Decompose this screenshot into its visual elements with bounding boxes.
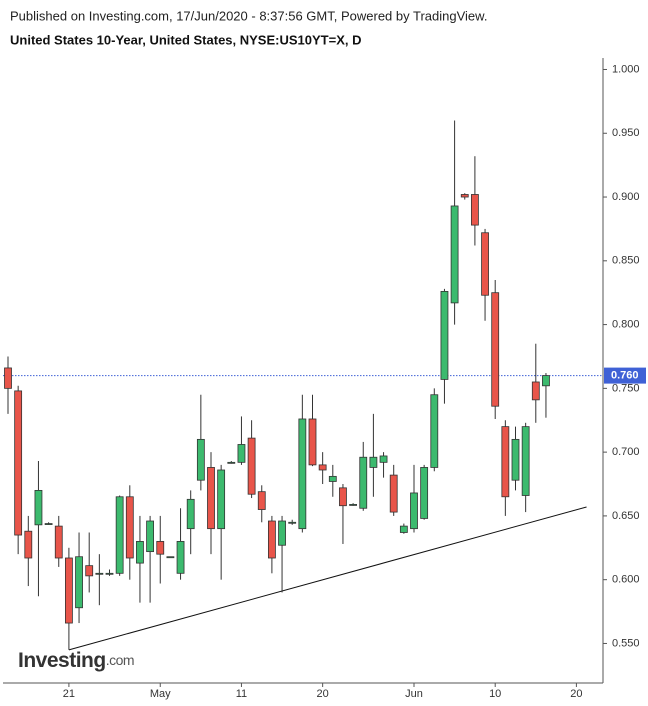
candle-body bbox=[207, 467, 215, 530]
candle-body bbox=[349, 504, 358, 506]
candle-body bbox=[125, 496, 134, 559]
candle-body bbox=[460, 194, 469, 198]
published-note: Published on Investing.com, 17/Jun/2020 … bbox=[10, 8, 487, 23]
candle-body bbox=[217, 469, 226, 530]
candle-body bbox=[237, 444, 246, 463]
candle-body bbox=[227, 461, 236, 464]
candle-body bbox=[14, 390, 23, 536]
candle-body bbox=[146, 520, 155, 553]
candle-body bbox=[531, 381, 540, 401]
candle-body bbox=[65, 557, 73, 624]
y-tick-label: 0.750 bbox=[612, 382, 640, 394]
candle-body bbox=[379, 455, 388, 463]
x-tick-label: 20 bbox=[570, 688, 582, 700]
candle-body bbox=[267, 520, 276, 559]
x-tick-label: Jun bbox=[405, 688, 423, 700]
candle-body bbox=[176, 541, 185, 574]
candle-body bbox=[420, 467, 429, 519]
candle-body bbox=[389, 474, 398, 513]
candle-body bbox=[542, 375, 550, 387]
candle-body bbox=[410, 492, 418, 530]
logo-name: Investing bbox=[18, 649, 106, 672]
x-tick-label: 10 bbox=[489, 688, 501, 700]
trendline bbox=[68, 506, 587, 651]
candle-body bbox=[359, 456, 368, 509]
candle-body bbox=[95, 572, 104, 575]
candle-body bbox=[75, 556, 83, 609]
candle-body bbox=[156, 541, 165, 555]
candle-body bbox=[399, 525, 408, 533]
y-tick-label: 0.600 bbox=[612, 574, 640, 586]
candle-body bbox=[339, 487, 347, 507]
y-tick-label: 0.950 bbox=[612, 127, 640, 139]
candle-body bbox=[34, 489, 43, 526]
last-price-box bbox=[604, 367, 646, 384]
y-tick-label: 0.650 bbox=[612, 510, 640, 522]
x-tick-label: 21 bbox=[63, 688, 75, 700]
candle-body bbox=[328, 475, 337, 482]
candle-body bbox=[278, 520, 286, 546]
x-tick-label: May bbox=[150, 688, 171, 700]
candle-body bbox=[24, 530, 33, 559]
logo: Investing.com bbox=[18, 649, 134, 672]
y-tick-label: 1.000 bbox=[612, 63, 640, 75]
chart-title: United States 10-Year, United States, NY… bbox=[10, 32, 361, 47]
y-tick-label: 0.800 bbox=[612, 318, 640, 330]
last-price-label: 0.760 bbox=[611, 370, 639, 382]
candle-body bbox=[186, 498, 195, 530]
y-tick-label: 0.700 bbox=[612, 446, 640, 458]
candle-body bbox=[481, 232, 489, 296]
candle-body bbox=[85, 565, 94, 577]
candle-body bbox=[257, 491, 266, 510]
candle-body bbox=[136, 541, 144, 564]
candle-body bbox=[501, 426, 510, 498]
candle-body bbox=[430, 394, 439, 468]
candle-body bbox=[308, 418, 317, 466]
candle-body bbox=[4, 367, 12, 389]
candle-body bbox=[54, 525, 63, 559]
candle-body bbox=[105, 572, 114, 575]
candle-body bbox=[44, 523, 53, 525]
x-tick-label: 11 bbox=[236, 688, 247, 700]
y-tick-label: 0.850 bbox=[612, 255, 640, 267]
candle-body bbox=[115, 496, 124, 574]
candle-body bbox=[470, 194, 479, 226]
candle-body bbox=[247, 437, 256, 495]
candle-body bbox=[298, 418, 307, 530]
candle-body bbox=[450, 205, 459, 304]
candle-body bbox=[288, 521, 297, 524]
y-tick-label: 0.900 bbox=[612, 191, 640, 203]
candle-body bbox=[318, 464, 327, 471]
candle-body bbox=[521, 426, 530, 496]
x-tick-label: 20 bbox=[317, 688, 329, 700]
candle-body bbox=[511, 438, 520, 481]
candle-body bbox=[491, 292, 500, 407]
candle-body bbox=[166, 556, 175, 559]
candle-body bbox=[369, 456, 378, 468]
candle-body bbox=[440, 291, 449, 380]
logo-suffix: .com bbox=[106, 652, 134, 668]
candle-body bbox=[196, 438, 205, 481]
y-tick-label: 0.550 bbox=[612, 637, 640, 649]
